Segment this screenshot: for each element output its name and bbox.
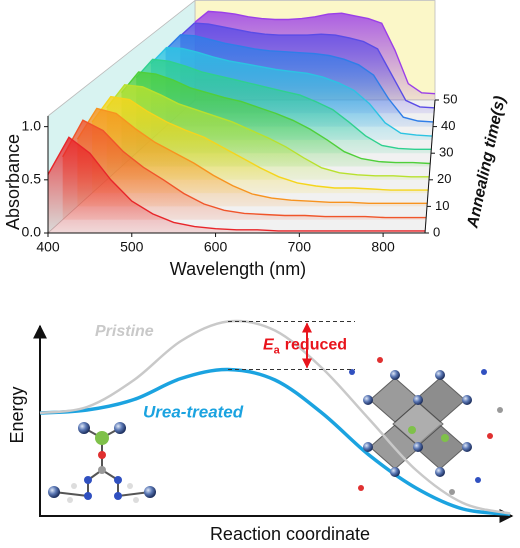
- spectrum-line: [47, 136, 425, 232]
- spectrum-line: [194, 10, 436, 95]
- z-tick-label: 10: [435, 198, 449, 213]
- energy-subscript: a: [274, 344, 281, 356]
- x-tick-label: 400: [36, 239, 60, 255]
- energy-curve: [39, 367, 511, 517]
- z-tick-label: 20: [437, 171, 451, 186]
- y-axis-title: Absorbance: [3, 134, 23, 230]
- z-tick-label: 30: [439, 145, 453, 160]
- area-shade: [48, 137, 425, 233]
- x-tick-label: 500: [120, 239, 144, 255]
- area-shade: [62, 120, 426, 220]
- spectrum-line: [76, 107, 427, 204]
- absorbance-chart: 400 500 600 700 800 0.0 0.5 1.0 0 10 20 30 40 50 Wavel…: [3, 0, 509, 279]
- energy-curve: [39, 319, 511, 515]
- y-tick-label: 0.5: [22, 171, 42, 187]
- x-tick-label: 600: [204, 239, 228, 255]
- spectrum-line: [120, 71, 431, 165]
- spectrum-line: [106, 84, 429, 178]
- curve-label: Urea-treated: [143, 402, 244, 421]
- perovskite-lattice: [349, 357, 503, 495]
- z-axis-title: Annealing time(s): [464, 95, 509, 231]
- curve-label: Pristine: [95, 323, 154, 340]
- x-tick-label: 700: [288, 239, 312, 255]
- spectrum-line: [91, 95, 428, 191]
- z-tick-label: 0: [433, 224, 440, 239]
- y-axis-title: Energy: [7, 386, 27, 443]
- z-tick-label: 50: [443, 91, 457, 106]
- x-tick-label: 800: [371, 239, 395, 255]
- z-axis: [424, 99, 436, 234]
- spectrum-line: [150, 46, 433, 137]
- urea-molecule: [48, 422, 156, 503]
- spectrum-line: [62, 119, 426, 219]
- x-axis-title: Wavelength (nm): [170, 259, 306, 279]
- energy-symbol: E: [263, 337, 275, 354]
- spectrum-line: [179, 22, 435, 109]
- z-tick-label: 40: [441, 118, 455, 133]
- x-axis-title: Reaction coordinate: [210, 524, 370, 544]
- spectrum-line: [165, 34, 434, 123]
- barrier-text: reduced: [285, 337, 347, 354]
- spectrum-line: [135, 58, 431, 150]
- barrier-label: Ea reduced: [263, 337, 347, 357]
- y-tick-label: 1.0: [22, 117, 42, 133]
- energy-diagram: Pristine Urea-treated Ea reduced Reaction co…: [7, 319, 514, 544]
- y-tick-label: 0.0: [22, 224, 42, 240]
